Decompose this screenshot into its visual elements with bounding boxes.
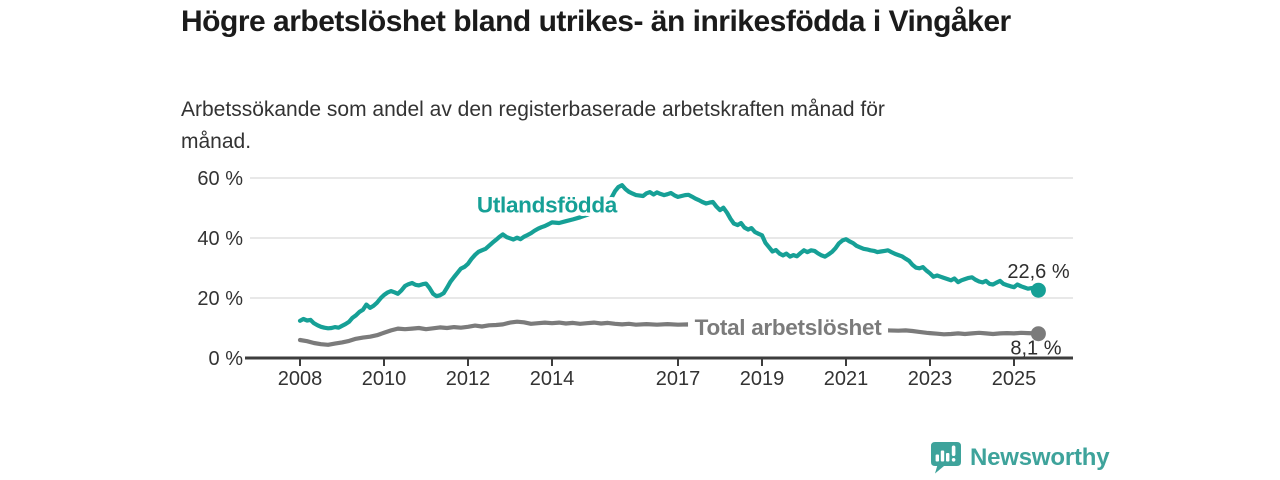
x-axis-label-2023: 2023 — [908, 368, 953, 390]
subtitle-line-2: månad. — [181, 130, 252, 153]
x-axis-label-2019: 2019 — [740, 368, 785, 390]
x-axis-label-2014: 2014 — [530, 368, 575, 390]
x-axis-label-2008: 2008 — [278, 368, 323, 390]
newsworthy-wordmark: Newsworthy — [970, 444, 1110, 471]
series-label-total-arbetsl-shet: Total arbetslöshet — [695, 315, 883, 340]
series-end-value-total-arbetsl-shet: 8,1 % — [1010, 338, 1061, 360]
y-axis-label-40: 40 % — [197, 228, 243, 250]
series-label-mask-total-arbetsl-shet — [688, 315, 889, 342]
series-line-utlandsf-dda — [297, 183, 1041, 331]
x-axis-label-2017: 2017 — [656, 368, 701, 390]
series-end-dot-total-arbetsl-shet — [1030, 326, 1046, 342]
x-axis-label-2021: 2021 — [824, 368, 869, 390]
newsworthy-brand: Newsworthy — [931, 442, 1110, 474]
x-axis-label-2012: 2012 — [446, 368, 491, 390]
x-axis-label-2010: 2010 — [362, 368, 407, 390]
logo-bar-mid — [946, 453, 950, 462]
page-title: Högre arbetslöshet bland utrikes- än inr… — [181, 5, 1011, 38]
logo-bar-short — [935, 454, 939, 462]
y-axis-label-60: 60 % — [197, 168, 243, 190]
y-axis-label-0: 0 % — [209, 348, 244, 370]
logo-exclamation-dot — [951, 458, 956, 462]
series-end-value-utlandsf-dda: 22,6 % — [1007, 261, 1069, 283]
chart-subtitle: Arbetssökande som andel av den registerb… — [181, 94, 885, 158]
x-axis-label-2025: 2025 — [992, 368, 1037, 390]
series-end-dot-utlandsf-dda — [1030, 282, 1046, 298]
newsworthy-logo-icon — [931, 442, 961, 474]
series-line-total-arbetsl-shet — [297, 319, 1041, 347]
logo-exclamation-stem — [951, 445, 956, 456]
logo-bar-tall — [940, 450, 945, 462]
series-label-utlandsf-dda: Utlandsfödda — [477, 193, 618, 218]
subtitle-line-1: Arbetssökande som andel av den registerb… — [181, 98, 885, 121]
y-axis-label-20: 20 % — [197, 288, 243, 310]
